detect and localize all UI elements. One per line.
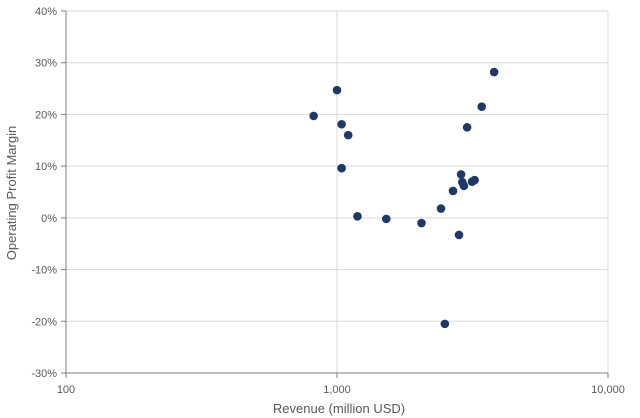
data-point bbox=[459, 181, 469, 191]
x-tick-labels: 100 1,000 10,000 bbox=[57, 384, 625, 396]
data-point bbox=[343, 130, 353, 140]
y-axis-title: Operating Profit Margin bbox=[4, 126, 19, 260]
data-point bbox=[417, 218, 426, 228]
data-point bbox=[309, 111, 318, 121]
data-point bbox=[381, 214, 391, 224]
y-tick-label: -10% bbox=[31, 265, 57, 277]
data-point bbox=[470, 175, 479, 185]
data-point bbox=[448, 186, 458, 196]
y-tick-label: -20% bbox=[31, 316, 57, 328]
y-tick-label: 40% bbox=[35, 6, 57, 18]
data-point bbox=[454, 230, 464, 240]
x-tick-label: 1,000 bbox=[323, 384, 351, 396]
x-tick-label: 10,000 bbox=[591, 384, 625, 396]
y-tick-label: 10% bbox=[35, 161, 57, 173]
y-tick-label: 0% bbox=[41, 213, 57, 225]
data-point bbox=[337, 119, 346, 129]
data-point bbox=[440, 319, 450, 329]
data-point bbox=[489, 67, 499, 77]
gridlines bbox=[66, 10, 609, 373]
axes bbox=[61, 10, 609, 378]
data-point bbox=[353, 212, 362, 221]
y-tick-label: -30% bbox=[31, 368, 57, 380]
data-point bbox=[462, 123, 472, 132]
data-points bbox=[309, 67, 499, 329]
data-point bbox=[456, 170, 466, 179]
y-tick-labels: -30% -20% -10% 0% 10% 20% 30% 40% bbox=[31, 6, 57, 380]
data-point bbox=[436, 204, 446, 213]
data-point bbox=[332, 85, 342, 95]
y-tick-label: 30% bbox=[35, 58, 57, 70]
x-axis-title: Revenue (million USD) bbox=[273, 401, 405, 416]
x-tick-label: 100 bbox=[57, 384, 75, 396]
data-point bbox=[477, 102, 487, 111]
y-tick-label: 20% bbox=[35, 109, 57, 121]
data-point bbox=[337, 163, 346, 173]
